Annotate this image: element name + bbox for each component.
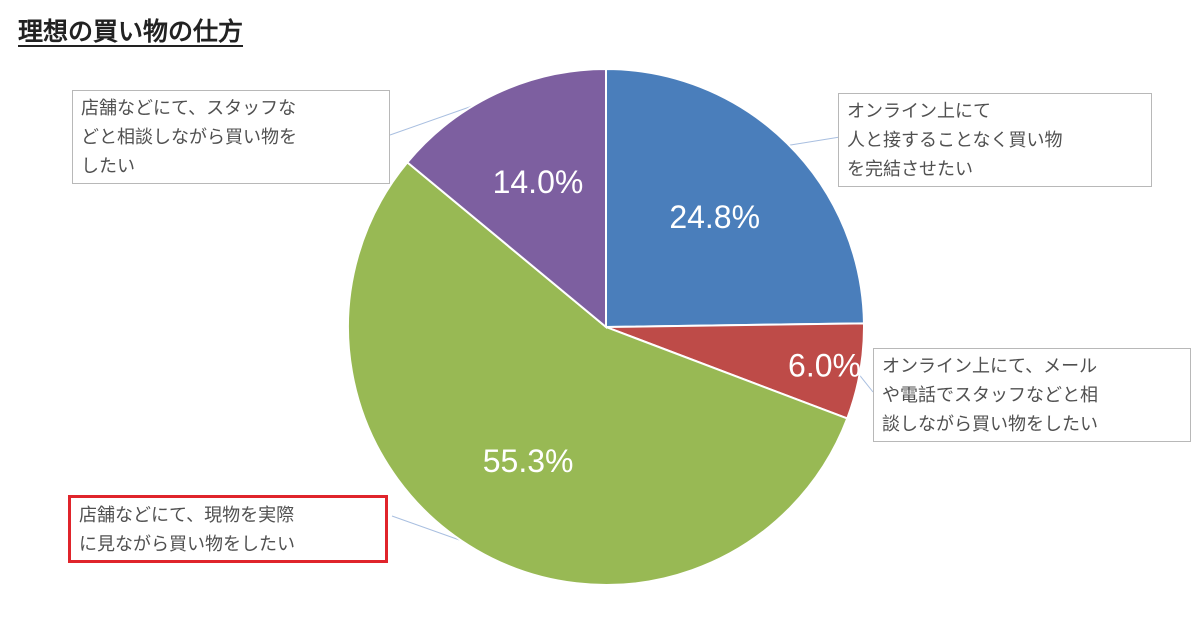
callout-store-with-staff: 店舗などにて、スタッフな どと相談しながら買い物を したい [72,90,390,184]
slice-store-with-staff [405,67,607,330]
callout-store-see-items: 店舗などにて、現物を実際 に見ながら買い物をしたい [68,495,388,563]
slice-store-see-items-value-label: 55.3% [483,443,574,479]
slice-online-no-contact-leader-line [784,136,841,147]
callout-online-with-staff: オンライン上にて、メール や電話でスタッフなどと相 談しながら買い物をしたい [873,348,1191,442]
slice-online-no-contact-value-label: 24.8% [669,199,760,235]
chart-title: 理想の買い物の仕方 [18,17,244,46]
slice-online-with-staff-value-label: 6.0% [788,347,861,383]
slice-store-with-staff-value-label: 14.0% [493,164,584,200]
slice-online-no-contact [605,67,865,329]
slice-store-see-items [347,160,849,586]
callout-online-no-contact: オンライン上にて 人と接することなく買い物 を完結させたい [838,93,1152,187]
